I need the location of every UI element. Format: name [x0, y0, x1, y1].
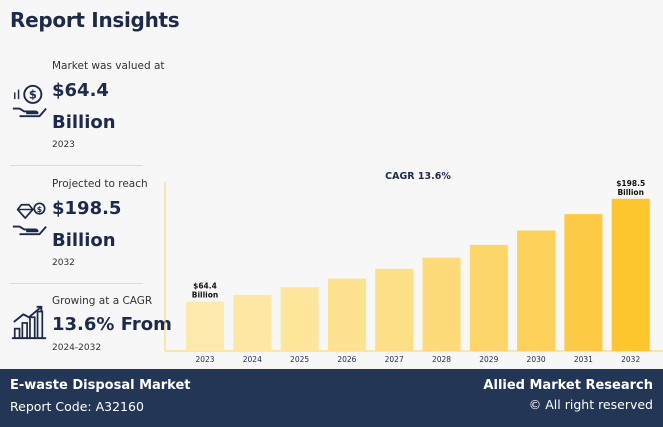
stat-caption: Growing at a CAGR — [52, 295, 153, 307]
stat-value: $198.5 — [52, 198, 122, 219]
report-code: Report Code: A32160 — [10, 399, 144, 414]
stat-value: $64.4 — [52, 80, 109, 101]
x-tick-label: 2031 — [574, 355, 593, 364]
data-label-value: $198.5 — [616, 179, 645, 188]
stat-year: 2023 — [52, 140, 75, 150]
stat-value-unit: Billion — [52, 230, 116, 251]
bar-2029 — [469, 244, 508, 351]
x-tick-label: 2028 — [432, 355, 451, 364]
x-tick-label: 2023 — [195, 355, 214, 364]
stat-caption: Projected to reach — [52, 178, 148, 190]
bar-2025 — [280, 287, 319, 351]
market-name: E-waste Disposal Market — [10, 378, 191, 393]
chart-title: CAGR 13.6% — [385, 171, 451, 182]
bar-2028 — [422, 257, 461, 351]
stat-year: 2032 — [52, 258, 75, 268]
bar-2024 — [233, 294, 272, 351]
bar-2032 — [611, 198, 650, 351]
stat-market-value: $ Market was valued at $64.4 Billion 202… — [10, 58, 165, 158]
svg-text:$: $ — [37, 205, 42, 214]
bar-chart: CAGR 13.6% 2023 2024 2025 2026 2027 2028 2029 2… — [164, 171, 663, 364]
x-tick-label: 2024 — [243, 355, 262, 364]
stat-value: 13.6% From — [52, 314, 172, 335]
stat-period: 2024-2032 — [52, 343, 102, 353]
bar-2023 — [186, 301, 224, 351]
growth-chart-icon — [11, 305, 47, 340]
bar-2026 — [327, 278, 366, 351]
data-label-unit: Billion — [192, 291, 219, 300]
diamond-hand-icon: $ — [12, 202, 47, 236]
rights-text: © All right reserved — [528, 397, 653, 412]
stat-projected-value: $ Projected to reach $198.5 Billion 2032 — [10, 176, 160, 276]
x-tick-label: 2025 — [290, 355, 309, 364]
brand-name: Allied Market Research — [483, 378, 653, 393]
data-label-unit: Billion — [617, 188, 644, 197]
bars-group: 2023 2024 2025 2026 2027 2028 2029 2030 2031 2032… — [186, 179, 650, 364]
money-hand-icon: $ — [12, 84, 47, 118]
divider — [10, 165, 143, 166]
page-title: Report Insights — [10, 8, 180, 32]
x-tick-label: 2027 — [385, 355, 404, 364]
bar-2030 — [517, 230, 556, 351]
stat-caption: Market was valued at — [52, 60, 165, 72]
x-tick-label: 2026 — [337, 355, 356, 364]
footer-bar: E-waste Disposal Market Report Code: A32… — [0, 369, 663, 427]
stat-value-unit: Billion — [52, 112, 116, 133]
x-tick-label: 2030 — [527, 355, 546, 364]
divider — [10, 283, 143, 284]
x-tick-label: 2032 — [621, 355, 640, 364]
svg-text:$: $ — [29, 88, 37, 102]
x-tick-label: 2029 — [479, 355, 498, 364]
bar-2031 — [564, 214, 603, 351]
data-label-value: $64.4 — [193, 282, 217, 291]
bar-2027 — [375, 268, 414, 351]
stat-cagr: Growing at a CAGR 13.6% From 2024-2032 — [10, 293, 172, 363]
